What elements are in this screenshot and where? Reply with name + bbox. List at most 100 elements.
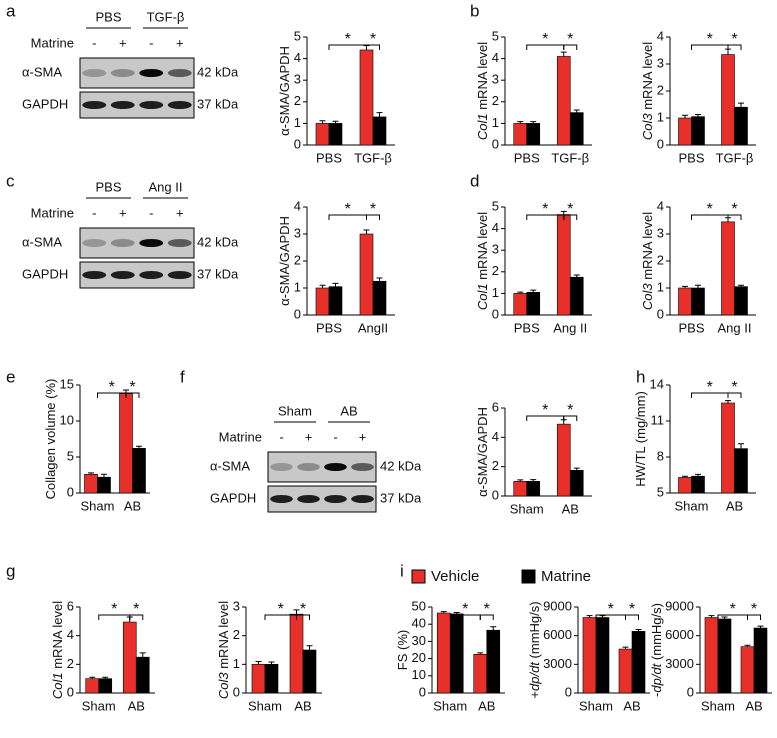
error-bar	[136, 445, 142, 449]
y-axis-label: Col1 mRNA level	[475, 42, 490, 140]
error-bar	[682, 114, 688, 118]
y-tick-label: 3	[294, 72, 301, 87]
blot-row-size: 37 kDa	[197, 96, 239, 111]
bar	[122, 621, 137, 694]
y-tick-label: 3000	[665, 656, 694, 671]
blot-band	[270, 495, 293, 503]
y-label-part: mRNA level	[475, 212, 490, 284]
blot-row-label: Matrine	[219, 429, 262, 444]
panel-label: d	[470, 171, 479, 190]
error-bar	[738, 284, 744, 287]
y-tick-label: 3	[657, 55, 664, 70]
y-tick-label: 3	[657, 225, 664, 240]
blot-row-size: 42 kDa	[197, 234, 239, 249]
bar	[691, 475, 705, 494]
y-tick-label: 2	[657, 82, 664, 97]
bar	[721, 54, 735, 146]
y-axis-label: +dp/dt (mmHg/s)	[527, 601, 542, 698]
y-tick-label: 0	[294, 136, 301, 151]
blot-row-name: GAPDH	[22, 96, 68, 111]
y-axis-label: Col3 mRNA level	[216, 601, 231, 699]
panel-label: e	[6, 367, 15, 386]
y-tick-label: 2	[492, 263, 499, 278]
y-label-part: α-SMA/GAPDH	[277, 216, 292, 306]
x-tick-label: PBS	[514, 320, 540, 335]
error-bar	[695, 284, 701, 288]
error-bar	[721, 616, 728, 619]
panel-label: b	[470, 1, 479, 20]
error-bar	[744, 644, 751, 647]
y-tick-label: 15	[60, 376, 74, 391]
bar	[691, 116, 705, 146]
blot-group: Sham	[278, 403, 312, 418]
bar	[721, 221, 735, 316]
x-tick-label: Sham	[675, 498, 709, 513]
y-label-part: α-SMA/GAPDH	[277, 46, 292, 136]
significance-label: *	[345, 31, 351, 48]
significance-bracket	[563, 214, 578, 220]
significance-label: *	[542, 31, 548, 48]
error-bar	[530, 121, 537, 124]
blot-band	[139, 101, 164, 109]
significance-label: *	[462, 601, 468, 618]
blot-row-name: GAPDH	[22, 266, 68, 281]
significance-label: *	[484, 601, 490, 618]
y-tick-label: 0	[67, 484, 74, 499]
y-label-part: mRNA level	[50, 601, 65, 673]
y-tick-label: 6000	[543, 627, 572, 642]
bar	[704, 617, 719, 694]
significance-bracket	[727, 44, 742, 50]
blot-row-name: α-SMA	[22, 234, 62, 249]
legend-label: Vehicle	[431, 568, 479, 585]
y-axis-label: FS (%)	[395, 630, 410, 670]
error-bar	[573, 109, 580, 113]
error-bar	[573, 467, 580, 471]
y-label-part: FS (%)	[395, 630, 410, 670]
error-bar	[363, 229, 370, 234]
y-tick-label: 4	[294, 50, 301, 65]
bar	[436, 612, 451, 694]
blot-band	[167, 239, 192, 247]
blot-band	[82, 101, 107, 109]
significance-label: *	[300, 601, 306, 618]
significance-bracket	[625, 614, 639, 620]
x-tick-label: Sham	[510, 501, 544, 516]
blot-sign: -	[149, 205, 153, 220]
blot-band	[324, 495, 347, 503]
y-tick-label: 0	[233, 684, 240, 699]
y-label-part: Col3	[216, 672, 231, 700]
error-bar	[682, 475, 688, 478]
error-bar	[695, 113, 701, 117]
y-tick-label: 5	[67, 448, 74, 463]
y-tick-label: 6000	[665, 627, 694, 642]
y-tick-label: 0	[565, 684, 572, 699]
bar	[556, 423, 571, 497]
blot-band	[351, 463, 374, 471]
y-tick-label: 1	[233, 656, 240, 671]
bar	[119, 393, 133, 494]
bar	[315, 123, 330, 146]
significance-label: *	[370, 31, 376, 48]
error-bar	[440, 611, 447, 614]
panel-label: g	[6, 561, 15, 580]
y-label-part: mRNA level	[475, 42, 490, 114]
bar	[569, 470, 584, 497]
y-label-part: HW/TL (mg/mm)	[633, 391, 648, 487]
blot-band	[270, 463, 293, 471]
y-axis-label: Col3 mRNA level	[640, 42, 655, 140]
error-bar	[102, 676, 109, 679]
blot-row-size: 37 kDa	[380, 490, 422, 505]
blot-band	[139, 271, 164, 279]
bar	[618, 648, 633, 694]
bar	[473, 653, 488, 694]
y-tick-label: 0	[294, 306, 301, 321]
y-tick-label: 3	[492, 242, 499, 257]
significance-label: *	[731, 379, 737, 396]
y-axis-label: α-SMA/GAPDH	[277, 216, 292, 306]
error-bar	[530, 289, 537, 293]
significance-label: *	[608, 601, 614, 618]
bar	[740, 646, 755, 694]
error-bar	[101, 473, 107, 478]
bar	[721, 402, 735, 494]
